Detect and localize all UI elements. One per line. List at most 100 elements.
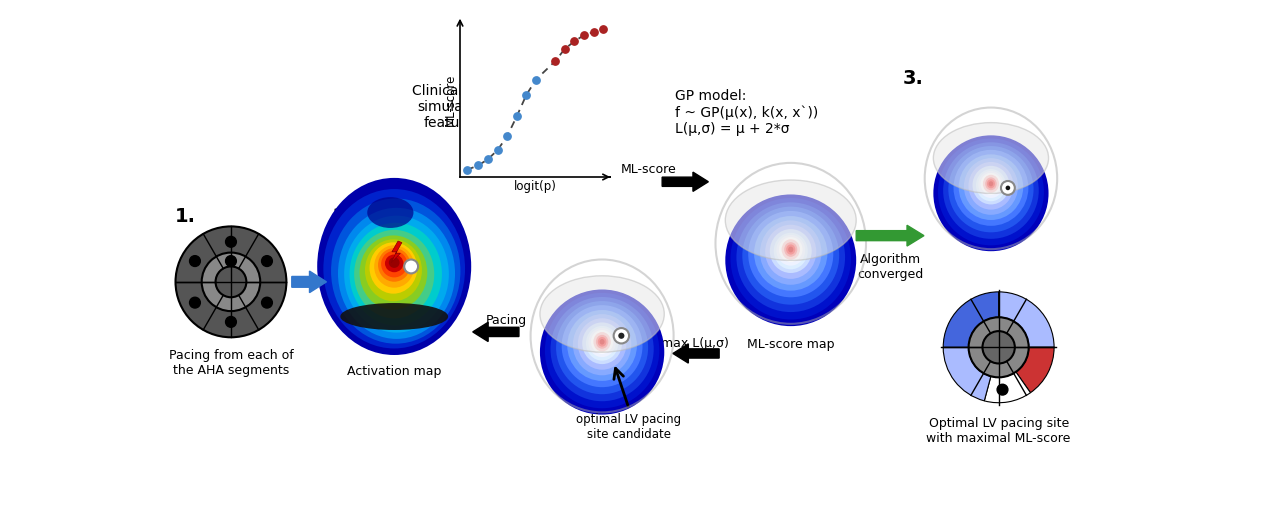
Wedge shape — [984, 372, 1030, 402]
Point — [526, 75, 547, 84]
Point — [573, 31, 594, 40]
Ellipse shape — [736, 202, 845, 312]
Polygon shape — [292, 271, 326, 293]
Ellipse shape — [975, 169, 1006, 201]
Text: GP model:
f ~ GP(μ(x), k(x, x`))
L(μ,σ) = μ + 2*σ: GP model: f ~ GP(μ(x), k(x, x`)) L(μ,σ) … — [676, 89, 818, 136]
Ellipse shape — [317, 178, 471, 355]
Circle shape — [969, 317, 1029, 378]
Ellipse shape — [777, 235, 805, 266]
Point — [545, 57, 566, 66]
Ellipse shape — [754, 216, 827, 291]
Ellipse shape — [577, 318, 626, 370]
Point — [564, 37, 585, 45]
Ellipse shape — [973, 166, 1010, 204]
Ellipse shape — [742, 206, 840, 305]
Point — [516, 91, 536, 99]
Circle shape — [404, 259, 419, 274]
Point — [584, 28, 604, 36]
Ellipse shape — [556, 301, 648, 394]
Circle shape — [225, 237, 237, 247]
Ellipse shape — [344, 216, 449, 333]
Circle shape — [261, 256, 273, 266]
Circle shape — [997, 384, 1007, 395]
Ellipse shape — [550, 297, 654, 401]
Circle shape — [225, 317, 237, 327]
Point — [554, 45, 575, 53]
Ellipse shape — [340, 303, 448, 330]
Text: Pacing from each of
the AHA segments: Pacing from each of the AHA segments — [169, 349, 293, 377]
Point — [457, 166, 477, 174]
Point — [468, 161, 489, 170]
Ellipse shape — [540, 276, 664, 352]
Ellipse shape — [324, 189, 465, 348]
Text: optimal LV pacing
site candidate: optimal LV pacing site candidate — [576, 413, 682, 441]
Circle shape — [215, 266, 246, 297]
Ellipse shape — [594, 332, 611, 352]
Ellipse shape — [586, 326, 618, 361]
Ellipse shape — [545, 293, 659, 408]
Circle shape — [613, 328, 628, 343]
Circle shape — [189, 297, 201, 308]
Ellipse shape — [954, 150, 1028, 226]
Text: Algorithm
converged: Algorithm converged — [856, 253, 923, 281]
Ellipse shape — [374, 245, 415, 288]
Ellipse shape — [978, 171, 1004, 198]
Ellipse shape — [389, 257, 399, 268]
Point — [497, 132, 517, 140]
Ellipse shape — [948, 146, 1033, 232]
Circle shape — [261, 297, 273, 308]
Wedge shape — [1016, 347, 1055, 393]
Ellipse shape — [338, 208, 454, 339]
Text: max L(μ,σ): max L(μ,σ) — [660, 337, 728, 350]
Ellipse shape — [769, 229, 812, 273]
Ellipse shape — [589, 328, 616, 357]
Circle shape — [618, 333, 625, 339]
Wedge shape — [943, 347, 991, 401]
Text: 3.: 3. — [902, 69, 923, 87]
Ellipse shape — [933, 123, 1048, 193]
Ellipse shape — [786, 244, 795, 255]
Circle shape — [983, 331, 1015, 363]
Point — [488, 146, 508, 154]
Ellipse shape — [987, 179, 995, 188]
Polygon shape — [662, 172, 708, 191]
Ellipse shape — [959, 154, 1023, 220]
Text: Clinical and
simulated
features: Clinical and simulated features — [411, 84, 493, 131]
Ellipse shape — [582, 322, 622, 364]
Circle shape — [175, 226, 287, 337]
Ellipse shape — [381, 251, 407, 278]
Ellipse shape — [378, 248, 411, 282]
Polygon shape — [856, 225, 924, 246]
Text: 2.: 2. — [333, 207, 353, 226]
Ellipse shape — [943, 142, 1039, 239]
Circle shape — [1001, 181, 1015, 195]
Text: Optimal LV pacing site
with maximal ML-score: Optimal LV pacing site with maximal ML-s… — [927, 417, 1071, 445]
Ellipse shape — [562, 305, 643, 387]
Text: ML-score: ML-score — [621, 163, 676, 176]
Ellipse shape — [355, 230, 434, 318]
Polygon shape — [467, 136, 512, 155]
Text: Activation map: Activation map — [347, 365, 442, 378]
Y-axis label: ML-score: ML-score — [444, 73, 457, 126]
Point — [477, 155, 498, 163]
Ellipse shape — [596, 335, 608, 349]
Circle shape — [1006, 186, 1010, 190]
Ellipse shape — [788, 246, 794, 252]
Ellipse shape — [540, 290, 664, 414]
Text: 1.: 1. — [175, 207, 196, 226]
Ellipse shape — [349, 223, 442, 326]
Ellipse shape — [599, 339, 604, 345]
Ellipse shape — [964, 158, 1018, 215]
Ellipse shape — [980, 173, 1001, 194]
Wedge shape — [998, 292, 1055, 347]
Ellipse shape — [749, 211, 833, 297]
Ellipse shape — [785, 242, 797, 257]
Polygon shape — [392, 241, 402, 263]
Ellipse shape — [938, 138, 1044, 245]
Ellipse shape — [933, 135, 1048, 251]
Ellipse shape — [567, 310, 637, 381]
Ellipse shape — [365, 239, 422, 301]
Circle shape — [225, 256, 237, 266]
Ellipse shape — [782, 239, 800, 260]
Ellipse shape — [983, 175, 998, 193]
